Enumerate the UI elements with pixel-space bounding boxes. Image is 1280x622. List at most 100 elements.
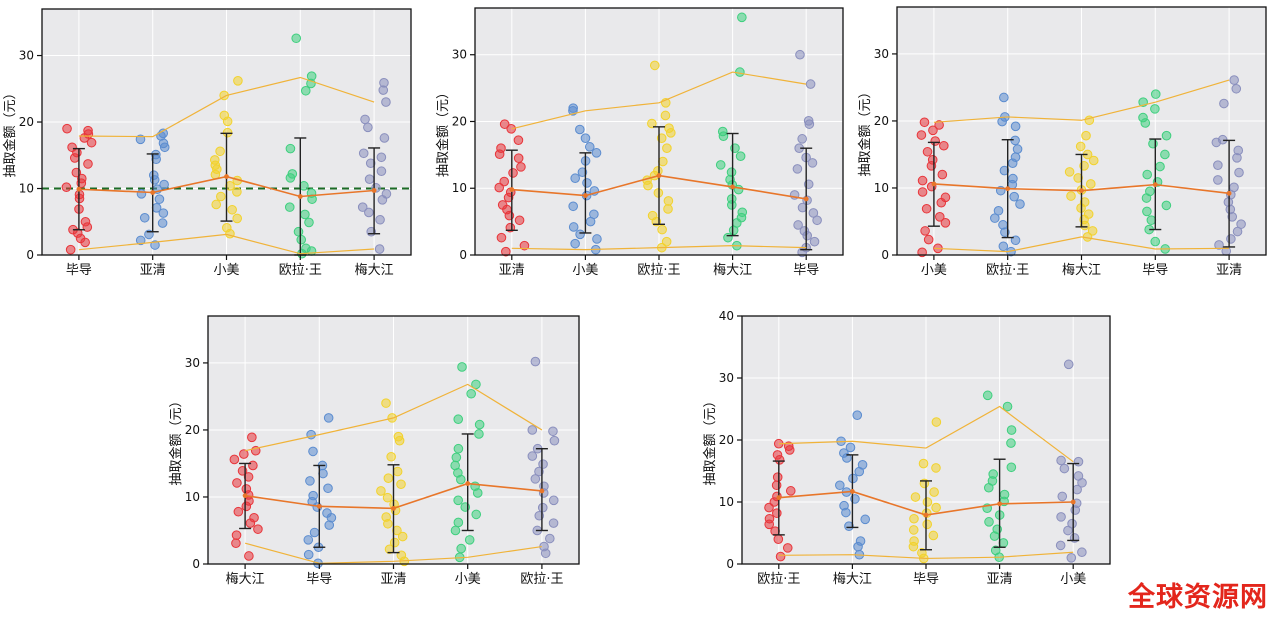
data-point xyxy=(568,103,578,113)
data-point xyxy=(772,450,783,460)
x-tick-label: 小美 xyxy=(455,572,481,587)
mean-marker xyxy=(1070,499,1076,505)
data-point xyxy=(1142,206,1152,217)
data-point xyxy=(299,181,309,191)
data-point xyxy=(1006,425,1017,435)
x-tick-label: 小美 xyxy=(213,263,239,278)
data-point xyxy=(308,490,318,501)
data-point xyxy=(570,173,580,184)
data-point xyxy=(1226,234,1236,244)
data-point xyxy=(513,153,524,164)
data-point xyxy=(382,492,393,503)
y-axis-label: 抽取金额（元） xyxy=(435,86,451,177)
data-point xyxy=(852,410,863,421)
y-tick-label: 0 xyxy=(26,248,34,262)
data-point xyxy=(374,244,385,254)
data-point xyxy=(450,525,461,536)
data-point xyxy=(923,234,934,245)
data-point xyxy=(232,478,242,488)
mean-marker xyxy=(150,190,156,195)
data-point xyxy=(306,71,317,81)
data-point xyxy=(929,487,939,497)
data-point xyxy=(527,425,538,435)
data-point xyxy=(1219,98,1229,109)
x-tick-label: 小美 xyxy=(1060,572,1086,587)
data-point xyxy=(513,135,524,145)
x-tick-label: 欧拉·王 xyxy=(757,572,800,587)
data-point xyxy=(1150,89,1161,99)
data-point xyxy=(662,143,672,153)
min-line xyxy=(244,542,542,564)
data-point xyxy=(922,497,933,507)
data-point xyxy=(300,85,311,96)
data-point xyxy=(287,169,298,179)
data-point xyxy=(364,174,375,185)
x-tick-label: 毕导 xyxy=(793,263,819,278)
data-point xyxy=(737,207,748,218)
data-point xyxy=(1010,121,1021,132)
mean-marker xyxy=(371,188,377,193)
y-tick-label: 20 xyxy=(19,115,34,129)
mean-marker xyxy=(803,196,809,202)
data-point xyxy=(215,146,225,157)
data-point xyxy=(1006,438,1016,448)
data-point xyxy=(1155,161,1165,172)
mean-marker xyxy=(1005,186,1011,192)
mean-marker xyxy=(931,181,937,187)
data-point xyxy=(857,460,868,470)
data-point xyxy=(1236,219,1246,229)
data-point xyxy=(1088,155,1099,166)
data-point xyxy=(1012,144,1023,154)
data-point xyxy=(243,472,254,482)
chart-panel-3: 0 10 20 30 小美 欧拉·王 梅大江 毕导 亚清 抽取金额（元） xyxy=(857,6,1267,278)
data-point xyxy=(1234,167,1244,178)
data-point xyxy=(1085,179,1096,189)
mean-marker xyxy=(391,505,396,511)
data-point xyxy=(211,199,222,210)
data-point xyxy=(80,216,91,227)
data-point xyxy=(663,204,673,214)
data-point xyxy=(1073,456,1084,467)
data-point xyxy=(1075,141,1086,152)
data-point xyxy=(358,148,369,159)
data-point xyxy=(548,495,559,506)
mean-marker xyxy=(297,194,303,199)
data-point xyxy=(812,215,822,226)
data-point xyxy=(363,122,373,133)
data-point xyxy=(855,536,866,546)
data-point xyxy=(545,533,555,544)
data-point xyxy=(860,514,871,525)
data-point xyxy=(136,189,147,199)
data-point xyxy=(771,480,782,491)
mean-marker xyxy=(465,481,471,486)
data-point xyxy=(1161,130,1172,141)
data-point xyxy=(65,244,76,255)
data-point xyxy=(805,79,816,89)
data-point xyxy=(1067,518,1077,529)
data-point xyxy=(1059,463,1070,474)
data-point xyxy=(506,124,517,134)
data-point xyxy=(474,429,484,439)
y-tick-label: 30 xyxy=(874,47,889,61)
chart-panel-4: 0 10 20 30 梅大江 毕导 亚清 小美 欧拉·王 抽取金额（元） xyxy=(168,315,580,587)
data-point xyxy=(381,97,391,107)
mean-marker xyxy=(242,493,248,499)
data-point xyxy=(231,538,241,549)
data-point xyxy=(1081,130,1091,141)
data-point xyxy=(537,502,548,513)
data-point xyxy=(471,509,482,520)
data-point xyxy=(67,142,77,153)
data-point xyxy=(221,222,232,233)
data-point xyxy=(241,484,252,494)
data-point xyxy=(304,217,314,228)
data-point xyxy=(538,459,548,469)
data-point xyxy=(844,521,854,531)
data-point xyxy=(930,136,941,146)
y-tick-label: 0 xyxy=(459,248,467,262)
data-point xyxy=(519,240,530,251)
mean-marker xyxy=(224,174,229,179)
data-point xyxy=(575,124,585,135)
data-point xyxy=(1066,553,1077,563)
data-point xyxy=(1063,525,1073,536)
x-tick-label: 欧拉·王 xyxy=(279,263,322,278)
